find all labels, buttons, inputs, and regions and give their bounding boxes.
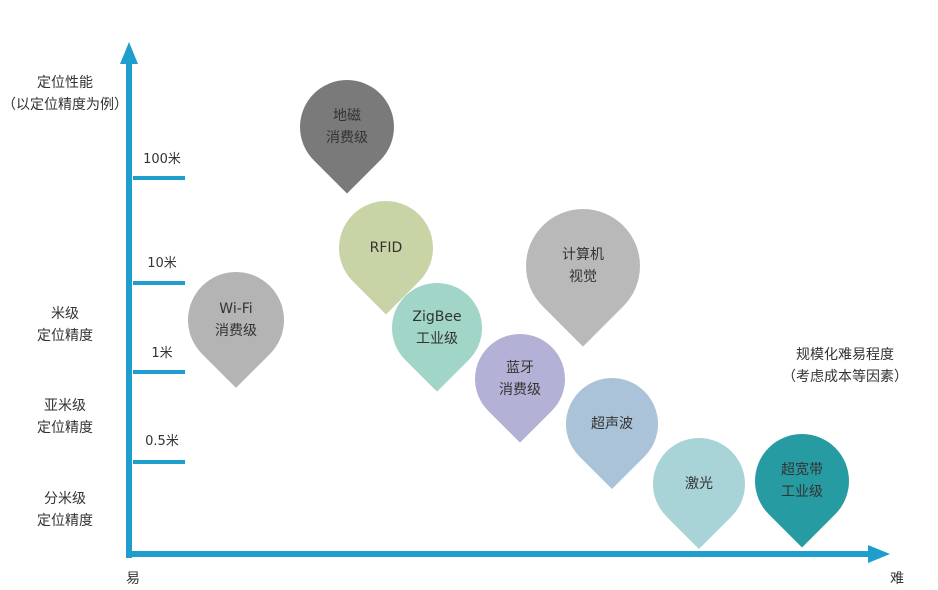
band-label: 米级 定位精度 bbox=[0, 303, 130, 347]
pin-label-line: 消费级 bbox=[326, 130, 368, 146]
pin-label: RFID bbox=[339, 201, 433, 295]
pin-label-line: 超宽带 bbox=[781, 462, 823, 478]
band-line: 定位精度 bbox=[37, 328, 93, 344]
pin-label-line: Wi-Fi bbox=[219, 301, 253, 317]
pin-marker: Wi-Fi 消费级 bbox=[168, 252, 304, 388]
y-axis-subtitle: （以定位精度为例） bbox=[2, 97, 128, 113]
pin-marker: RFID bbox=[319, 181, 453, 315]
pin-label-line: ZigBee bbox=[412, 309, 462, 325]
pin-label-line: 激光 bbox=[685, 476, 713, 492]
pin-label: Wi-Fi 消费级 bbox=[188, 272, 284, 368]
pin-marker: ZigBee 工业级 bbox=[373, 264, 501, 392]
band-line: 亚米级 bbox=[44, 398, 86, 414]
y-axis-arrow bbox=[120, 42, 138, 64]
y-axis-title-line: 定位性能 bbox=[37, 75, 93, 91]
pin-label-line: 消费级 bbox=[215, 323, 257, 339]
band-label: 分米级 定位精度 bbox=[0, 488, 130, 532]
pin-label-line: 工业级 bbox=[781, 484, 823, 500]
pin-marker: 超声波 bbox=[546, 358, 678, 490]
pin-label: 超声波 bbox=[566, 378, 658, 470]
pin-label: 激光 bbox=[653, 438, 745, 530]
x-axis-line bbox=[126, 551, 871, 557]
x-axis-title-line: 规模化难易程度 bbox=[796, 347, 894, 363]
tick-label: 10米 bbox=[138, 252, 186, 271]
band-line: 定位精度 bbox=[37, 513, 93, 529]
x-axis-arrow bbox=[868, 545, 890, 563]
pin-marker: 地磁 消费级 bbox=[280, 60, 414, 194]
tick-10m bbox=[133, 281, 185, 285]
pin-label-line: 视觉 bbox=[569, 269, 597, 285]
pin-label-line: 蓝牙 bbox=[506, 360, 534, 376]
y-axis-line bbox=[126, 58, 132, 558]
tick-0.5m bbox=[133, 460, 185, 464]
tick-label: 1米 bbox=[138, 342, 186, 361]
tick-label: 100米 bbox=[138, 148, 186, 167]
pin-label-line: 消费级 bbox=[499, 382, 541, 398]
band-line: 分米级 bbox=[44, 491, 86, 507]
tick-1m bbox=[133, 370, 185, 374]
band-line: 米级 bbox=[51, 306, 79, 322]
pin-label: 地磁 消费级 bbox=[300, 80, 394, 174]
band-line: 定位精度 bbox=[37, 420, 93, 436]
x-axis-title: 规模化难易程度 （考虑成本等因素） bbox=[770, 344, 920, 388]
band-label: 亚米级 定位精度 bbox=[0, 395, 130, 439]
pin-label: 计算机 视觉 bbox=[526, 209, 640, 323]
pin-label-line: 超声波 bbox=[591, 416, 633, 432]
pin-label: ZigBee 工业级 bbox=[392, 283, 482, 373]
pin-marker: 超宽带 工业级 bbox=[735, 414, 869, 548]
x-axis-end-label: 难 bbox=[890, 571, 904, 587]
pin-marker: 激光 bbox=[633, 418, 765, 550]
y-axis-title: 定位性能 （以定位精度为例） bbox=[0, 72, 130, 116]
pin-label: 超宽带 工业级 bbox=[755, 434, 849, 528]
tick-label: 0.5米 bbox=[138, 430, 186, 449]
x-axis-start-label: 易 bbox=[126, 571, 140, 587]
tick-100m bbox=[133, 176, 185, 180]
pin-label-line: 地磁 bbox=[333, 108, 361, 124]
pin-label-line: RFID bbox=[369, 240, 403, 256]
pin-label-line: 工业级 bbox=[416, 331, 458, 347]
pin-label-line: 计算机 bbox=[562, 247, 604, 263]
pin-marker: 蓝牙 消费级 bbox=[456, 315, 584, 443]
pin-label: 蓝牙 消费级 bbox=[475, 334, 565, 424]
pin-marker: 计算机 视觉 bbox=[502, 185, 664, 347]
x-axis-subtitle: （考虑成本等因素） bbox=[782, 369, 908, 385]
